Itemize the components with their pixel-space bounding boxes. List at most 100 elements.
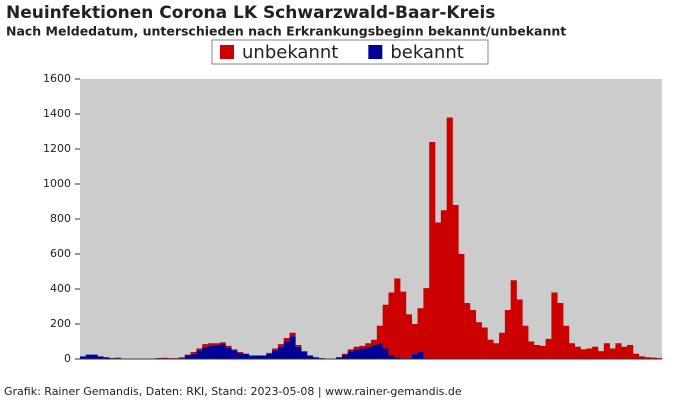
bar-segment xyxy=(610,349,616,360)
chart-title: Neuinfektionen Corona LK Schwarzwald-Baa… xyxy=(6,3,495,23)
bar-segment xyxy=(534,345,540,359)
bar-segment xyxy=(226,346,232,348)
bar-segment xyxy=(255,356,261,360)
bar-segment xyxy=(278,347,284,359)
bar-segment xyxy=(418,308,424,352)
bar-segment xyxy=(231,350,237,359)
bar-segment xyxy=(179,357,185,358)
bar-segment xyxy=(307,356,313,360)
bar-segment xyxy=(243,354,249,359)
bar-segment xyxy=(499,333,505,359)
bar-segment xyxy=(185,355,191,356)
bar-segment xyxy=(586,349,592,360)
bar-segment xyxy=(633,354,639,359)
bar-segment xyxy=(388,356,394,360)
bar-segment xyxy=(388,293,394,356)
bar-segment xyxy=(528,342,534,360)
bar-segment xyxy=(371,340,377,345)
bar-segment xyxy=(196,349,202,351)
bar-segment xyxy=(383,349,389,360)
bar-segment xyxy=(92,355,98,359)
bar-segment xyxy=(551,293,557,360)
bar-segment xyxy=(615,343,621,359)
bar-segment xyxy=(359,346,365,349)
bar-segment xyxy=(540,346,546,359)
bar-segment xyxy=(249,356,255,360)
bar-segment xyxy=(412,324,418,354)
bar-segment xyxy=(191,352,197,354)
bar-segment xyxy=(272,350,278,359)
bar-segment xyxy=(202,347,208,359)
source-note: Grafik: Rainer Gemandis, Daten: RKI, Sta… xyxy=(4,385,462,398)
bar-segment xyxy=(371,345,377,359)
bar-segment xyxy=(214,345,220,359)
bar-segment xyxy=(220,344,226,359)
y-tick-label: 1600 xyxy=(43,72,71,85)
bar-segment xyxy=(575,347,581,359)
bar-segment xyxy=(441,210,447,359)
bar-segment xyxy=(295,347,301,359)
bar-segment xyxy=(260,356,266,360)
bar-segment xyxy=(435,223,441,360)
bar-segment xyxy=(423,288,429,358)
bar-segment xyxy=(487,340,493,359)
bar-segment xyxy=(557,303,563,359)
y-tick-label: 0 xyxy=(64,352,71,365)
bar-segment xyxy=(418,352,424,359)
bar-segment xyxy=(266,354,272,359)
bar-segment xyxy=(342,354,348,355)
bar-segment xyxy=(406,314,412,358)
bar-segment xyxy=(342,355,348,359)
bar-segment xyxy=(226,348,232,359)
bar-segment xyxy=(191,354,197,359)
bar-segment xyxy=(214,343,220,345)
bar-segment xyxy=(447,118,453,360)
bar-segment xyxy=(621,347,627,359)
bar-segment xyxy=(301,352,307,359)
bar-segment xyxy=(278,344,284,347)
bar-segment xyxy=(196,350,202,359)
bar-segment xyxy=(592,347,598,359)
bar-segment xyxy=(208,343,214,346)
bar-segment xyxy=(429,142,435,359)
bar-segment xyxy=(458,254,464,359)
legend-swatch xyxy=(220,45,234,59)
legend-label: unbekannt xyxy=(242,42,338,63)
bar-segment xyxy=(365,347,371,359)
bar-segment xyxy=(383,305,389,349)
bar-segment xyxy=(290,333,296,337)
bar-segment xyxy=(598,351,604,359)
bar-segment xyxy=(185,356,191,360)
bar-segment xyxy=(476,322,482,359)
bar-segment xyxy=(202,344,208,347)
legend-label: bekannt xyxy=(390,42,464,63)
bar-segment xyxy=(581,349,587,359)
y-tick-label: 600 xyxy=(50,247,71,260)
bar-segment xyxy=(546,339,552,359)
bar-segment xyxy=(377,343,383,359)
y-tick-label: 1400 xyxy=(43,107,71,120)
bar-segment xyxy=(354,347,360,350)
bar-segment xyxy=(231,349,237,350)
bar-segment xyxy=(563,326,569,359)
bar-segment xyxy=(301,351,307,352)
bar-segment xyxy=(359,349,365,360)
y-tick-label: 200 xyxy=(50,317,71,330)
bar-segment xyxy=(284,338,290,342)
bar-segment xyxy=(377,326,383,344)
bar-segment xyxy=(493,343,499,359)
bar-segment xyxy=(569,343,575,359)
bar-segment xyxy=(272,349,278,351)
bar-segment xyxy=(412,354,418,359)
y-tick-label: 800 xyxy=(50,212,71,225)
bar-segment xyxy=(505,310,511,359)
bar-segment xyxy=(295,345,301,347)
bar-segment xyxy=(284,342,290,360)
bar-segment xyxy=(237,352,243,353)
y-tick-label: 1000 xyxy=(43,177,71,190)
bar-segment xyxy=(348,349,354,351)
bar-segment xyxy=(266,353,272,354)
bar-segment xyxy=(237,353,243,359)
legend-swatch xyxy=(368,45,382,59)
